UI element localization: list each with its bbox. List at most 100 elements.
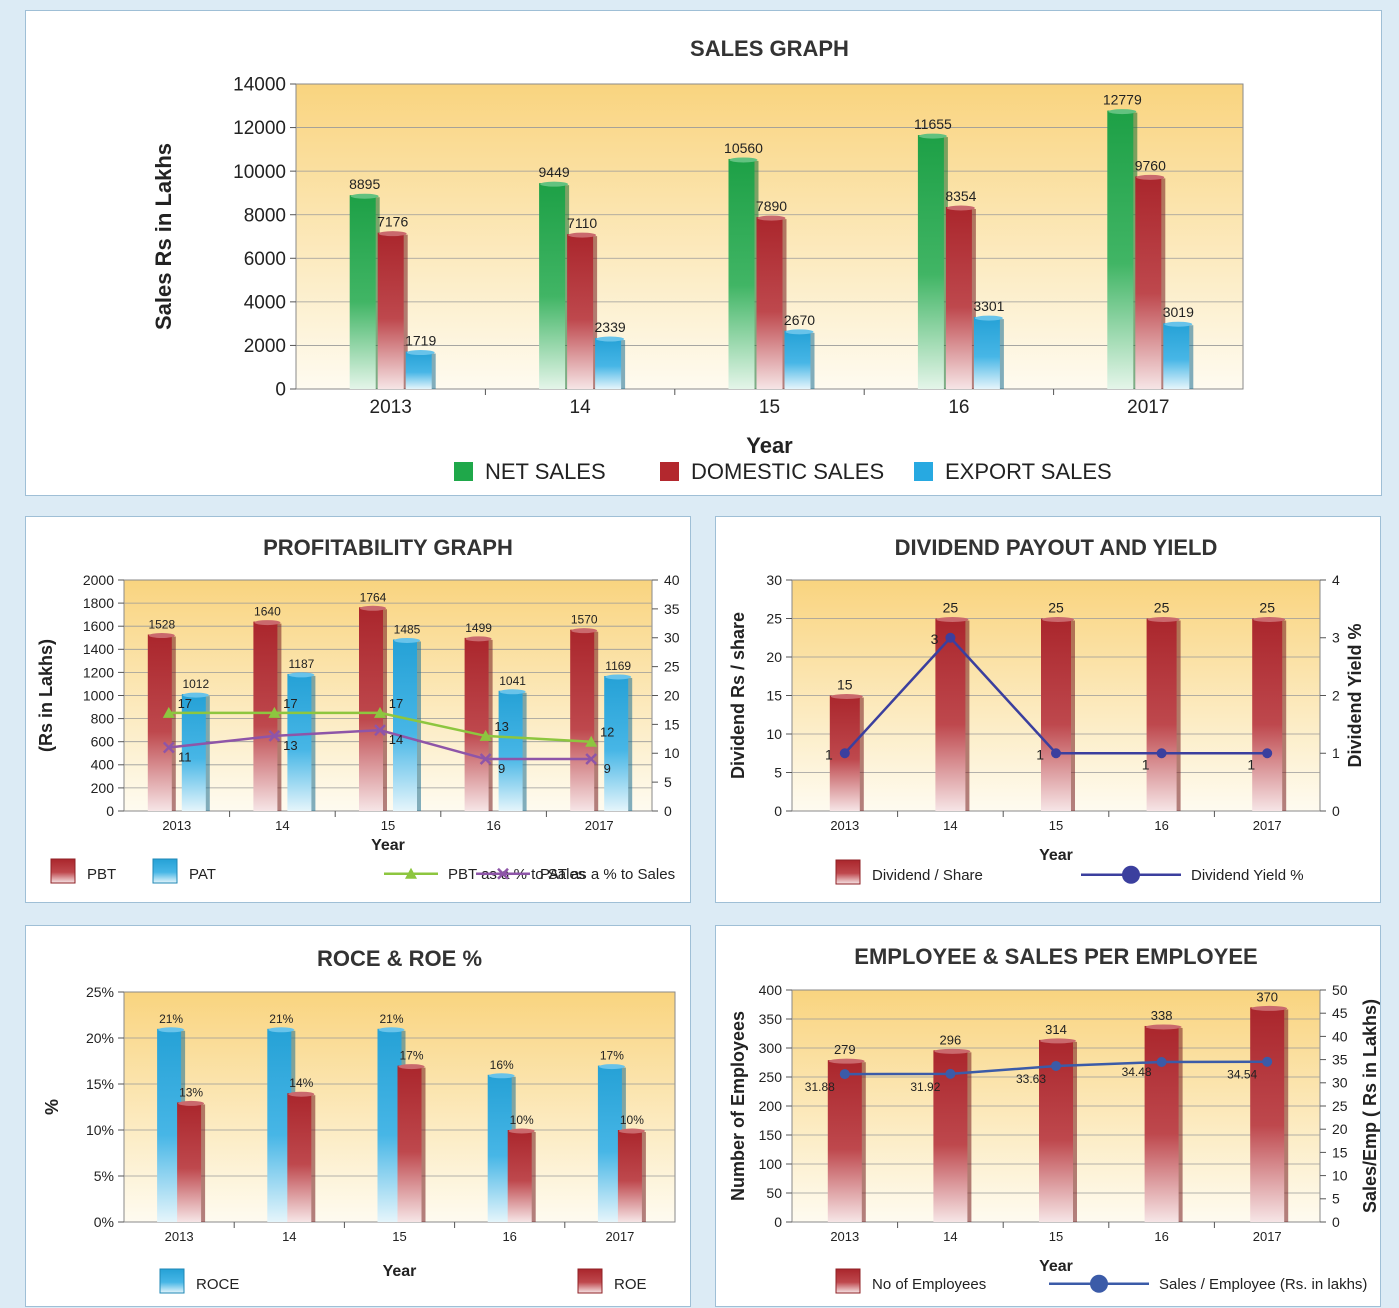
net-sales-bar [1107, 110, 1134, 390]
net-sales-bar [728, 158, 755, 389]
y-tick-label: 1400 [83, 641, 114, 657]
no-of-employees-bar [1144, 1025, 1179, 1222]
pbt-bar-top [148, 633, 175, 639]
dividend-yield-point [1051, 748, 1061, 759]
y-tick-label: 12000 [233, 118, 286, 139]
pat-value-label: 1041 [499, 674, 526, 688]
y-tick-label: 200 [91, 780, 115, 796]
y-tick-label: 0 [275, 380, 286, 401]
y2-tick-label: 20 [664, 687, 680, 703]
x-tick-label: 2013 [830, 818, 859, 833]
y-tick-label: 1600 [83, 618, 114, 634]
export-sales-value-label: 3301 [973, 298, 1004, 314]
y2-tick-label: 15 [1332, 1144, 1348, 1160]
pat-value-label: 1485 [394, 622, 421, 636]
dividend-yield-value-label: 1 [1142, 756, 1150, 772]
y2-tick-label: 50 [1332, 982, 1348, 998]
y-tick-label: 20% [86, 1030, 114, 1046]
net-sales-legend-label: NET SALES [485, 459, 606, 484]
export-sales-legend-label: EXPORT SALES [945, 459, 1112, 484]
y-tick-label: 5% [94, 1168, 114, 1184]
x-tick-label: 16 [502, 1229, 516, 1244]
profitability-graph-panel: PROFITABILITY GRAPH 0 200 400 600 800 1000 1200… [25, 516, 691, 903]
pat-value-label: 1187 [288, 657, 314, 671]
chart-title: EMPLOYEE & SALES PER EMPLOYEE [854, 944, 1257, 969]
pbt-legend-label: PBT [87, 866, 116, 883]
y-tick-label: 20 [766, 649, 782, 665]
roe-value-label: 10% [620, 1113, 644, 1127]
roe-bar [287, 1093, 312, 1222]
pbt-bar [147, 634, 172, 811]
y-axis-title: Number of Employees [728, 1011, 748, 1201]
domestic-sales-bar-top [1136, 174, 1165, 180]
no-of-employees-value-label: 296 [940, 1032, 962, 1047]
export-sales-legend-swatch [914, 462, 933, 481]
roe-bar-top [288, 1091, 315, 1097]
x-tick-label: 16 [1154, 818, 1168, 833]
dividend-yield-value-label: 1 [1036, 746, 1044, 762]
pbt-as-a-to-sales-value-label: 17 [283, 696, 297, 711]
y-tick-label: 15 [766, 687, 782, 703]
pbt-as-a-to-sales-value-label: 13 [494, 719, 508, 734]
x-tick-label: 2017 [1127, 397, 1169, 418]
pbt-bar [464, 637, 489, 811]
y2-tick-label: 5 [1332, 1191, 1340, 1207]
pat-bar [498, 690, 523, 811]
y-tick-label: 0 [106, 803, 114, 819]
net-sales-bar-top [350, 193, 379, 199]
pbt-value-label: 1764 [360, 590, 387, 604]
x-tick-label: 2017 [605, 1229, 634, 1244]
net-sales-bar-top [1108, 109, 1137, 115]
y2-tick-label: 2 [1332, 687, 1340, 703]
y-tick-label: 600 [91, 734, 115, 750]
y-tick-label: 300 [759, 1040, 783, 1056]
y2-tick-label: 3 [1332, 630, 1340, 646]
domestic-sales-value-label: 7176 [377, 214, 408, 230]
y-tick-label: 4000 [244, 293, 286, 314]
pat-as-a-to-sales-point [374, 724, 386, 737]
y2-tick-label: 5 [664, 774, 672, 790]
y2-tick-label: 4 [1332, 572, 1340, 588]
roce-roe-chart: ROCE & ROE % 0% 5% 10% 15% 20% 25% 2013 14 15 16 20… [42, 946, 676, 1294]
net-sales-value-label: 8895 [349, 176, 380, 192]
pbt-as-a-to-sales-point [374, 706, 386, 718]
export-sales-bar-top [785, 329, 814, 335]
pbt-value-label: 1499 [465, 621, 492, 635]
net-sales-value-label: 11655 [914, 116, 952, 132]
pbt-as-a-to-sales-value-label: 17 [389, 696, 403, 711]
domestic-sales-value-label: 7110 [567, 215, 597, 231]
dividend-yield-legend-label: Dividend Yield % [1191, 867, 1304, 884]
sales-employee-rs-in-lakhs-value-label: 34.48 [1122, 1065, 1152, 1079]
pat-bar [393, 639, 417, 811]
pat-value-label: 1169 [605, 659, 631, 673]
y2-axis-title: Dividend Yield % [1345, 623, 1365, 767]
sales-employee-rs-in-lakhs-value-label: 34.54 [1227, 1068, 1257, 1082]
y2-tick-label: 35 [1332, 1052, 1348, 1068]
pat-bar-top [394, 637, 420, 643]
y-tick-label: 25 [766, 610, 782, 626]
roce-bar-top [488, 1073, 515, 1079]
roe-value-label: 10% [510, 1113, 534, 1127]
dividend-yield-point [839, 748, 850, 759]
pbt-bar-top [360, 605, 386, 611]
export-sales-bar-top [1164, 321, 1193, 327]
y2-tick-label: 10 [664, 745, 680, 761]
export-sales-bar-top [596, 336, 625, 342]
y-tick-label: 5 [774, 764, 782, 780]
y-tick-label: 0 [774, 1214, 782, 1230]
domestic-sales-legend-swatch [660, 462, 679, 481]
pbt-bar-top [254, 620, 281, 626]
y2-tick-label: 0 [1332, 803, 1340, 819]
dividend-yield-legend-marker [1122, 865, 1140, 884]
dividend-yield-point [1156, 748, 1167, 759]
pbt-as-a-to-sales-point [479, 729, 492, 741]
sales-employee-rs-in-lakhs-point [1262, 1056, 1273, 1067]
x-axis-title: Year [371, 837, 405, 854]
x-tick-label: 15 [392, 1229, 406, 1244]
roe-legend-swatch [577, 1268, 603, 1294]
no-of-employees-value-label: 314 [1045, 1022, 1067, 1037]
no-of-employees-bar [827, 1060, 862, 1222]
roce-value-label: 21% [269, 1012, 293, 1026]
y-tick-label: 2000 [83, 572, 114, 588]
pat-bar [604, 675, 629, 811]
